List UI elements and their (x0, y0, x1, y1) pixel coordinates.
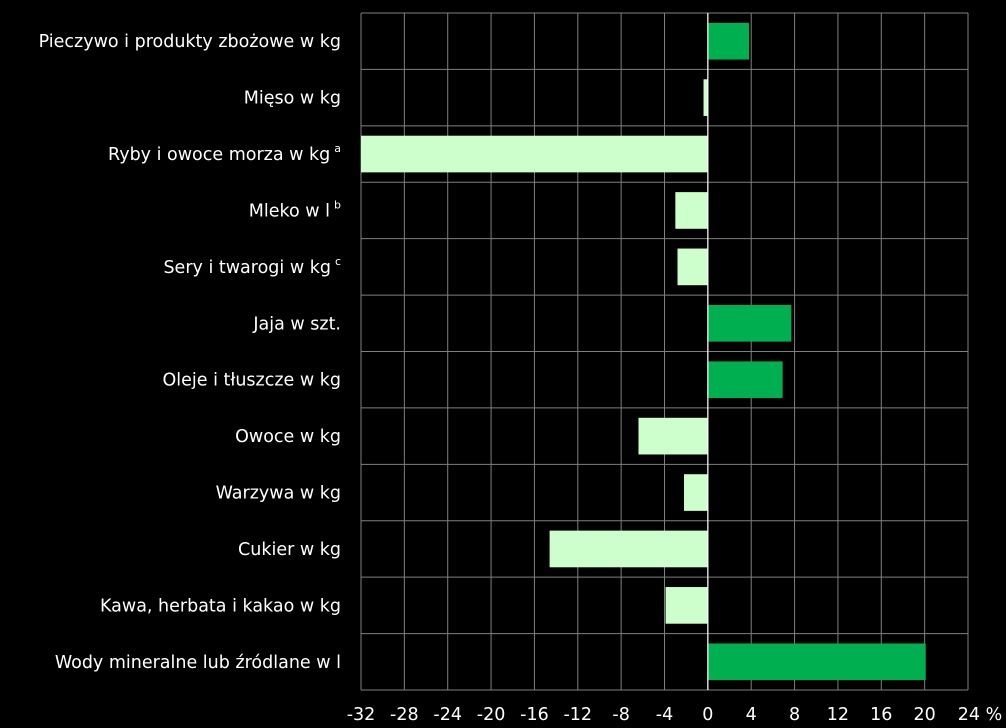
category-label: Mięso w kg (244, 89, 341, 109)
category-label: Ryby i owoce morza w kg a (108, 142, 341, 165)
category-label-text: Mięso w kg (244, 89, 341, 109)
x-tick-label: 20 (914, 705, 936, 725)
bar (707, 643, 926, 681)
bar (361, 135, 708, 173)
bar (677, 248, 708, 286)
x-tick-label: -8 (612, 705, 629, 725)
category-label-text: Sery i twarogi w kg (163, 258, 330, 278)
category-label-text: Oleje i tłuszcze w kg (162, 371, 341, 391)
category-label: Cukier w kg (238, 540, 341, 560)
category-label: Pieczywo i produkty zbożowe w kg (39, 32, 341, 52)
category-label-text: Cukier w kg (238, 540, 341, 560)
category-label: Kawa, herbata i kakao w kg (100, 596, 341, 616)
category-label-text: Wody mineralne lub źródlane w l (55, 653, 341, 673)
category-label-text: Warzywa w kg (216, 484, 341, 504)
bar (549, 530, 708, 568)
x-tick-label: 8 (789, 705, 800, 725)
bar (703, 79, 708, 116)
category-label: Mleko w l b (249, 198, 341, 221)
x-tick-label: -12 (563, 705, 592, 725)
category-label: Wody mineralne lub źródlane w l (55, 653, 341, 673)
x-tick-label: -16 (520, 705, 549, 725)
bar (707, 304, 792, 342)
bar (707, 22, 750, 60)
x-tick-label: 0 (702, 705, 713, 725)
category-label-footnote: a (334, 142, 341, 155)
bar (675, 192, 708, 229)
x-tick-label: 4 (746, 705, 757, 725)
x-tick-label: -4 (656, 705, 673, 725)
category-label-text: Ryby i owoce morza w kg (108, 145, 330, 165)
x-tick-label: -20 (477, 705, 506, 725)
bar (684, 474, 708, 511)
category-label-text: Owoce w kg (235, 427, 341, 447)
x-tick-label: -32 (347, 705, 376, 725)
category-label: Owoce w kg (235, 427, 341, 447)
bar (665, 587, 708, 624)
bar (638, 417, 708, 455)
category-label-text: Kawa, herbata i kakao w kg (100, 596, 341, 616)
x-tick-label: 12 (827, 705, 849, 725)
category-label: Oleje i tłuszcze w kg (162, 371, 341, 391)
category-label-text: Mleko w l (249, 201, 330, 221)
category-label-text: Pieczywo i produkty zbożowe w kg (39, 32, 341, 52)
category-label: Jaja w szt. (252, 314, 341, 334)
category-label-footnote: b (334, 198, 341, 211)
category-label: Warzywa w kg (216, 484, 341, 504)
bar (707, 361, 783, 399)
category-label-footnote: c (335, 255, 341, 268)
category-label-text: Jaja w szt. (252, 314, 341, 334)
x-tick-label: 24 % (958, 705, 1002, 725)
x-tick-label: -24 (433, 705, 462, 725)
x-tick-label: -28 (390, 705, 419, 725)
category-label: Sery i twarogi w kg c (163, 255, 341, 278)
x-tick-label: 16 (870, 705, 892, 725)
